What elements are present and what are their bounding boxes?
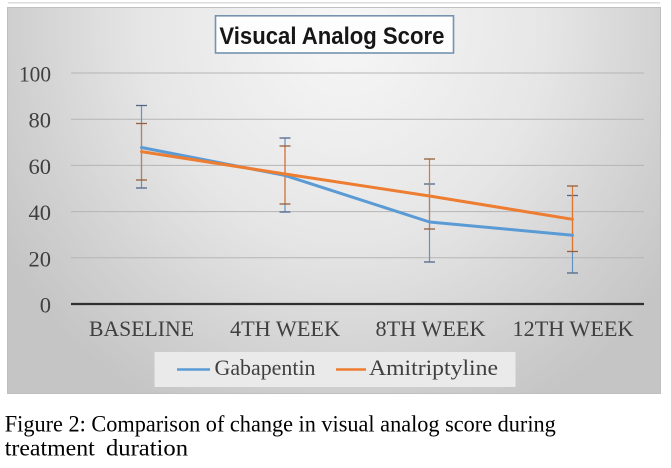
svg-text:40: 40 xyxy=(29,200,52,225)
svg-text:0: 0 xyxy=(40,293,51,318)
svg-text:duration: duration xyxy=(106,435,189,460)
svg-text:4TH WEEK: 4TH WEEK xyxy=(230,316,341,341)
svg-text:treatment: treatment xyxy=(5,435,96,460)
svg-text:BASELINE: BASELINE xyxy=(89,316,194,341)
svg-text:Visucal Analog Score: Visucal Analog Score xyxy=(219,23,444,50)
svg-text:Figure 2: Comparison of change: Figure 2: Comparison of change in visual… xyxy=(5,411,556,436)
svg-text:Amitriptyline: Amitriptyline xyxy=(369,355,498,380)
svg-text:20: 20 xyxy=(29,246,52,271)
svg-text:60: 60 xyxy=(29,154,52,179)
svg-text:Gabapentin: Gabapentin xyxy=(215,355,316,380)
svg-text:100: 100 xyxy=(19,62,51,87)
svg-text:8TH WEEK: 8TH WEEK xyxy=(376,316,487,341)
svg-text:12TH WEEK: 12TH WEEK xyxy=(513,316,635,341)
svg-text:80: 80 xyxy=(29,108,52,133)
